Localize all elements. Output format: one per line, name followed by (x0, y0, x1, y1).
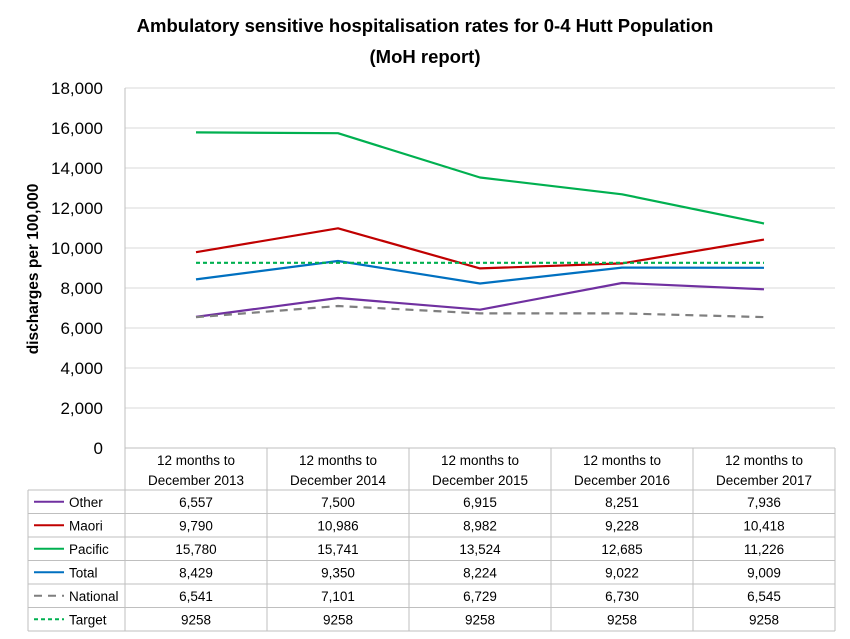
table-cell-value: 9,228 (605, 518, 639, 533)
series-line-maori (195, 227, 765, 270)
y-tick-label: 6,000 (60, 319, 103, 338)
legend-label: Maori (69, 518, 103, 533)
table-cell-value: 9258 (323, 612, 353, 627)
series-line-other (195, 281, 765, 318)
table-cell-value: 6,545 (747, 589, 781, 604)
y-tick-label: 4,000 (60, 359, 103, 378)
table-cell-value: 8,429 (179, 565, 213, 580)
x-tick-label: 12 months to (157, 453, 235, 468)
series-lines (195, 131, 765, 319)
series-line-total (195, 259, 765, 285)
table-cell-value: 6,915 (463, 495, 497, 510)
y-tick-label: 0 (94, 439, 103, 458)
table-cell-value: 6,557 (179, 495, 213, 510)
x-tick-label: 12 months to (725, 453, 803, 468)
table-cell-value: 11,226 (744, 542, 784, 557)
y-tick-label: 18,000 (51, 79, 103, 98)
table-cell-value: 15,741 (317, 542, 358, 557)
table-cell-value: 9,009 (747, 565, 781, 580)
x-tick-label: December 2015 (432, 473, 528, 488)
table-cell-value: 7,500 (321, 495, 355, 510)
chart-subtitle: (MoH report) (370, 46, 481, 67)
y-tick-label: 10,000 (51, 239, 103, 258)
x-tick-label: December 2016 (574, 473, 670, 488)
series-line-national (195, 304, 765, 319)
legend-label: Target (69, 612, 107, 627)
x-tick-label: 12 months to (299, 453, 377, 468)
table-cell-value: 9,790 (179, 518, 213, 533)
table-cell-value: 9258 (181, 612, 211, 627)
table-cell-value: 7,936 (747, 495, 781, 510)
table-cell-value: 9,022 (605, 565, 639, 580)
gridlines (125, 87, 835, 409)
table-cell-value: 6,541 (179, 589, 213, 604)
x-tick-label: 12 months to (583, 453, 661, 468)
legend-label: Total (69, 565, 98, 580)
y-tick-label: 14,000 (51, 159, 103, 178)
y-tick-label: 12,000 (51, 199, 103, 218)
table-cell-value: 8,251 (605, 495, 639, 510)
legend-label: Pacific (69, 542, 109, 557)
x-tick-label: December 2017 (716, 473, 812, 488)
table-cell-value: 10,418 (743, 518, 784, 533)
x-tick-label: 12 months to (441, 453, 519, 468)
table-cell-value: 9258 (607, 612, 637, 627)
table-cell-value: 12,685 (601, 542, 642, 557)
y-axis-label: discharges per 100,000 (25, 184, 42, 355)
table-cell-value: 6,730 (605, 589, 639, 604)
chart-title: Ambulatory sensitive hospitalisation rat… (137, 15, 714, 36)
table-cell-value: 6,729 (463, 589, 497, 604)
table-cell-value: 8,224 (463, 565, 497, 580)
y-axis-ticks: 0 2,000 4,000 6,000 8,000 10,000 12,000 14,000 1… (51, 79, 103, 458)
series-line-pacific (195, 131, 765, 225)
table-cell-value: 10,986 (317, 518, 358, 533)
legend-label: National (69, 589, 119, 604)
legend-label: Other (69, 495, 103, 510)
y-tick-label: 8,000 (60, 279, 103, 298)
table-cell-value: 9258 (749, 612, 779, 627)
table-cell-value: 9258 (465, 612, 495, 627)
data-table: 12 months to December 2013 12 months to Dec… (27, 88, 836, 632)
table-cell-value: 15,780 (175, 542, 216, 557)
y-tick-label: 16,000 (51, 119, 103, 138)
y-tick-label: 2,000 (60, 399, 103, 418)
x-tick-label: December 2013 (148, 473, 244, 488)
table-cell-value: 7,101 (321, 589, 355, 604)
table-cell-value: 9,350 (321, 565, 355, 580)
table-cell-value: 8,982 (463, 518, 497, 533)
x-tick-label: December 2014 (290, 473, 387, 488)
table-cell-value: 13,524 (459, 542, 501, 557)
